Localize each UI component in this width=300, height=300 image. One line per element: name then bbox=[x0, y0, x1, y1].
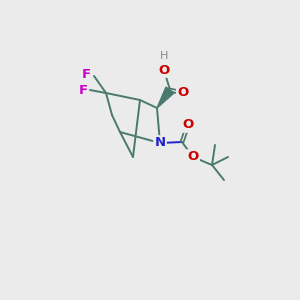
Text: N: N bbox=[154, 136, 166, 149]
Text: O: O bbox=[188, 151, 199, 164]
Text: F: F bbox=[78, 83, 88, 97]
Polygon shape bbox=[157, 87, 174, 108]
Text: O: O bbox=[158, 64, 169, 76]
Text: O: O bbox=[182, 118, 194, 131]
Text: O: O bbox=[177, 86, 189, 100]
Text: F: F bbox=[81, 68, 91, 80]
Text: H: H bbox=[160, 51, 168, 61]
